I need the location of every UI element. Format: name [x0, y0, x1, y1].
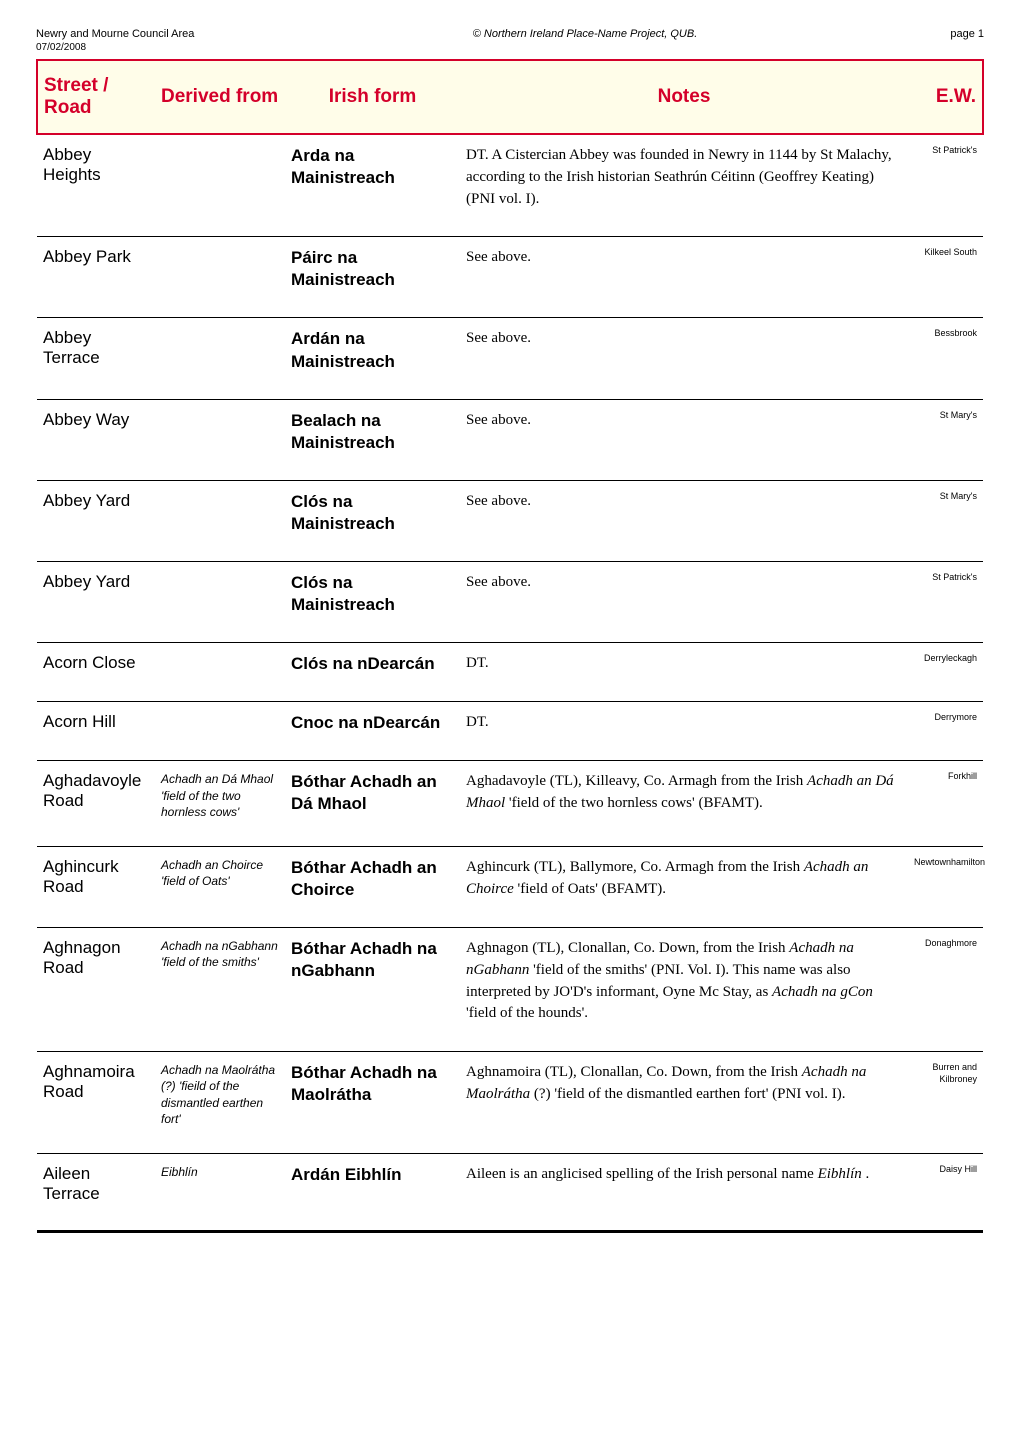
- table-row: Aghnamoira RoadAchadh na Maolrátha (?) '…: [37, 1052, 983, 1154]
- cell-street: Aileen Terrace: [37, 1153, 155, 1231]
- cell-ew: Derrymore: [908, 702, 983, 761]
- cell-derived: Achadh an Choirce 'field of Oats': [155, 846, 285, 927]
- cell-street: Abbey Way: [37, 399, 155, 480]
- table-row: Aghadavoyle RoadAchadh an Dá Mhaol 'fiel…: [37, 761, 983, 847]
- cell-irish: Bóthar Achadh na Maolrátha: [285, 1052, 460, 1154]
- cell-derived: [155, 480, 285, 561]
- cell-ew: St Mary's: [908, 399, 983, 480]
- table-row: Aghincurk RoadAchadh an Choirce 'field o…: [37, 846, 983, 927]
- meta-date: 07/02/2008: [36, 42, 246, 53]
- cell-street: Abbey Yard: [37, 480, 155, 561]
- cell-irish: Arda na Mainistreach: [285, 134, 460, 237]
- cell-ew: Newtownhamilton: [908, 846, 983, 927]
- table-header-row: Street / Road Derived from Irish form No…: [37, 60, 983, 134]
- cell-notes: Aghnamoira (TL), Clonallan, Co. Down, fr…: [460, 1052, 908, 1154]
- cell-ew: Bessbrook: [908, 318, 983, 399]
- table-row: Acorn Close Clós na nDearcánDT.Derrylecka…: [37, 643, 983, 702]
- cell-derived: [155, 134, 285, 237]
- cell-street: Abbey Terrace: [37, 318, 155, 399]
- table-row: Abbey Way Bealach na MainistreachSee abov…: [37, 399, 983, 480]
- cell-notes: Aghadavoyle (TL), Killeavy, Co. Armagh f…: [460, 761, 908, 847]
- table-row: Aghnagon RoadAchadh na nGabhann 'field o…: [37, 928, 983, 1052]
- cell-irish: Bealach na Mainistreach: [285, 399, 460, 480]
- cell-irish: Páirc na Mainistreach: [285, 237, 460, 318]
- table-row: Aileen TerraceEibhlínArdán EibhlínAileen…: [37, 1153, 983, 1231]
- placenames-table: Street / Road Derived from Irish form No…: [36, 59, 984, 1233]
- cell-irish: Clós na Mainistreach: [285, 480, 460, 561]
- cell-notes: See above.: [460, 399, 908, 480]
- cell-ew: Donaghmore: [908, 928, 983, 1052]
- cell-ew: St Patrick's: [908, 134, 983, 237]
- meta-page: page 1: [924, 28, 984, 40]
- cell-ew: Daisy Hill: [908, 1153, 983, 1231]
- cell-irish: Bóthar Achadh an Dá Mhaol: [285, 761, 460, 847]
- cell-street: Aghnagon Road: [37, 928, 155, 1052]
- meta-area: Newry and Mourne Council Area 07/02/2008: [36, 28, 246, 53]
- cell-irish: Clós na Mainistreach: [285, 562, 460, 643]
- th-street: Street / Road: [37, 60, 155, 134]
- cell-derived: Achadh na Maolrátha (?) 'fieild of the d…: [155, 1052, 285, 1154]
- cell-derived: [155, 399, 285, 480]
- cell-notes: See above.: [460, 318, 908, 399]
- cell-derived: [155, 562, 285, 643]
- cell-street: Aghadavoyle Road: [37, 761, 155, 847]
- cell-derived: Eibhlín: [155, 1153, 285, 1231]
- cell-ew: Burren and Kilbroney: [908, 1052, 983, 1154]
- cell-notes: DT. A Cistercian Abbey was founded in Ne…: [460, 134, 908, 237]
- cell-street: Abbey Heights: [37, 134, 155, 237]
- cell-ew: Derryleckagh: [908, 643, 983, 702]
- cell-notes: See above.: [460, 480, 908, 561]
- cell-irish: Bóthar Achadh an Choirce: [285, 846, 460, 927]
- cell-notes: See above.: [460, 562, 908, 643]
- cell-street: Abbey Yard: [37, 562, 155, 643]
- table-row: Acorn Hill Cnoc na nDearcánDT.Derrymore: [37, 702, 983, 761]
- th-irish: Irish form: [285, 60, 460, 134]
- cell-derived: [155, 643, 285, 702]
- cell-notes: Aghnagon (TL), Clonallan, Co. Down, from…: [460, 928, 908, 1052]
- cell-derived: [155, 702, 285, 761]
- th-notes: Notes: [460, 60, 908, 134]
- cell-notes: Aghincurk (TL), Ballymore, Co. Armagh fr…: [460, 846, 908, 927]
- cell-notes: DT.: [460, 643, 908, 702]
- cell-street: Aghnamoira Road: [37, 1052, 155, 1154]
- cell-irish: Bóthar Achadh na nGabhann: [285, 928, 460, 1052]
- cell-derived: [155, 237, 285, 318]
- table-row: Abbey Yard Clós na MainistreachSee above.…: [37, 562, 983, 643]
- th-ew: E.W.: [908, 60, 983, 134]
- cell-street: Abbey Park: [37, 237, 155, 318]
- table-row: Abbey Terrace Ardán na MainistreachSee ab…: [37, 318, 983, 399]
- table-row: Abbey Yard Clós na MainistreachSee above.…: [37, 480, 983, 561]
- cell-irish: Ardán Eibhlín: [285, 1153, 460, 1231]
- cell-ew: St Patrick's: [908, 562, 983, 643]
- cell-notes: See above.: [460, 237, 908, 318]
- area-text: Newry and Mourne Council Area: [36, 28, 246, 40]
- table-row: Abbey Park Páirc na MainistreachSee above…: [37, 237, 983, 318]
- cell-notes: DT.: [460, 702, 908, 761]
- cell-street: Acorn Hill: [37, 702, 155, 761]
- cell-ew: Forkhill: [908, 761, 983, 847]
- cell-notes: Aileen is an anglicised spelling of the …: [460, 1153, 908, 1231]
- cell-derived: Achadh na nGabhann 'field of the smiths': [155, 928, 285, 1052]
- cell-irish: Clós na nDearcán: [285, 643, 460, 702]
- meta-project: © Northern Ireland Place-Name Project, Q…: [246, 28, 924, 40]
- cell-ew: Kilkeel South: [908, 237, 983, 318]
- cell-derived: [155, 318, 285, 399]
- cell-irish: Cnoc na nDearcán: [285, 702, 460, 761]
- th-derived: Derived from: [155, 60, 285, 134]
- cell-derived: Achadh an Dá Mhaol 'field of the two hor…: [155, 761, 285, 847]
- cell-ew: St Mary's: [908, 480, 983, 561]
- cell-street: Acorn Close: [37, 643, 155, 702]
- cell-irish: Ardán na Mainistreach: [285, 318, 460, 399]
- page-meta: Newry and Mourne Council Area 07/02/2008…: [36, 28, 984, 53]
- table-row: Abbey Heights Arda na MainistreachDT. A C…: [37, 134, 983, 237]
- cell-street: Aghincurk Road: [37, 846, 155, 927]
